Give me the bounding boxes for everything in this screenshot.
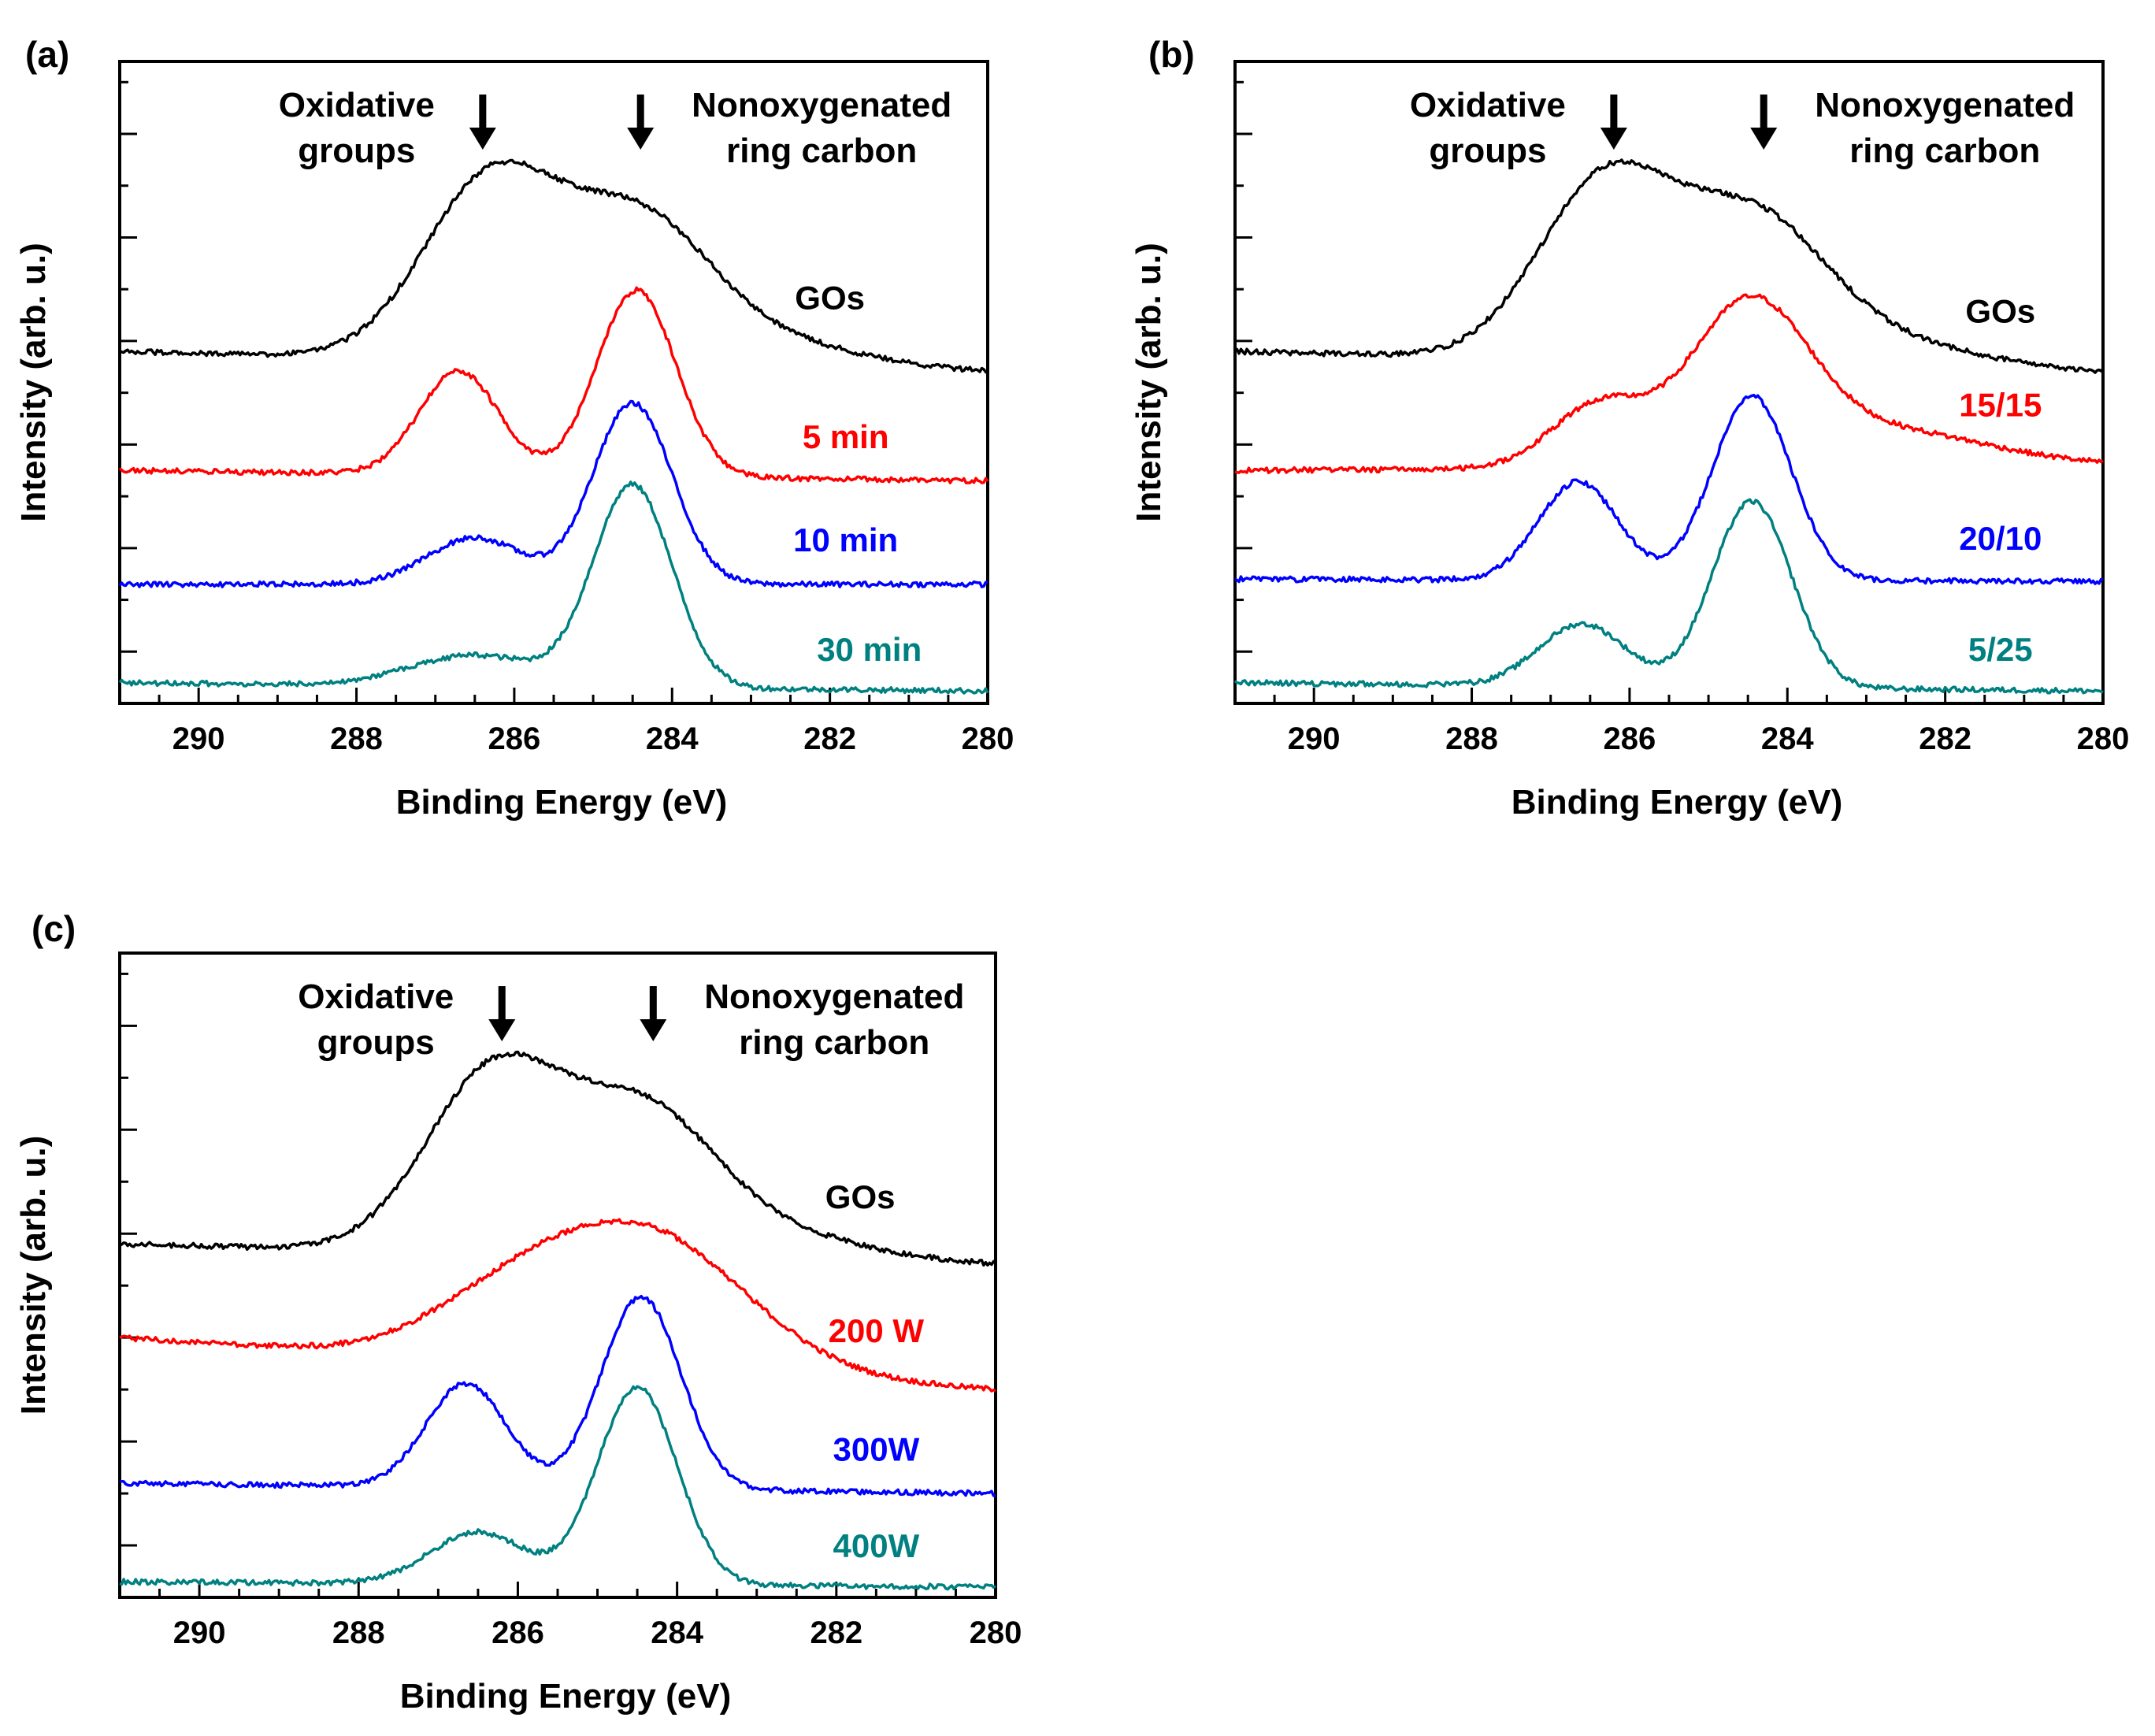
series-line-gos <box>1235 158 2105 374</box>
series-label: 10 min <box>793 521 898 558</box>
x-tick-label: 282 <box>1919 721 1971 756</box>
x-tick-label: 280 <box>2077 721 2130 756</box>
x-tick-label: 286 <box>1604 721 1656 756</box>
x-tick-label: 288 <box>330 721 383 756</box>
x-tick-label: 282 <box>803 721 856 756</box>
x-tick-label: 288 <box>1445 721 1498 756</box>
annotation-oxidative: Oxidative <box>1410 86 1566 124</box>
annotation-oxidative: groups <box>298 132 415 170</box>
x-tick-label: 286 <box>488 721 541 756</box>
panel-label: (b) <box>1148 34 1195 75</box>
series-label: GOs <box>795 280 865 317</box>
y-axis-title: Intensity (arb. u.) <box>1129 243 1168 521</box>
panel-c: (c) 290 288 286 284 282 280 Binding Energy (eV)… <box>14 908 1022 1716</box>
x-tick-label: 284 <box>651 1615 703 1650</box>
annotation-nonoxygenated: Nonoxygenated <box>1815 86 2075 124</box>
series-label: 5 min <box>803 418 889 455</box>
series-label: 20/10 <box>1959 520 2042 557</box>
series-line-15-15 <box>1234 293 2104 474</box>
annotation-nonoxygenated: Nonoxygenated <box>704 977 964 1016</box>
annotation-nonoxygenated: ring carbon <box>739 1023 929 1062</box>
series-line-30-min <box>118 480 989 695</box>
series-label: 30 min <box>817 631 922 668</box>
series-line-10-min <box>118 399 988 588</box>
x-axis-title: Binding Energy (eV) <box>400 1677 731 1716</box>
x-tick-label: 280 <box>962 721 1014 756</box>
annotation-arrow-head <box>469 128 496 150</box>
annotation-arrow-head <box>640 1019 667 1041</box>
x-axis-title: Binding Energy (eV) <box>1511 783 1842 822</box>
series-line-300w <box>120 1294 996 1497</box>
x-tick-label: 282 <box>810 1615 862 1650</box>
series-label: 5/25 <box>1968 631 2033 668</box>
panel-label: (c) <box>32 908 76 949</box>
x-tick-label: 284 <box>646 721 699 756</box>
annotation-oxidative: Oxidative <box>279 86 435 124</box>
x-tick-label: 284 <box>1761 721 1814 756</box>
annotation-oxidative: Oxidative <box>298 977 454 1016</box>
x-tick-label: 290 <box>173 1615 226 1650</box>
panel-b: (b) 290 288 286 284 282 280 Binding Energy (eV)… <box>1129 34 2129 822</box>
series-line-20-10 <box>1234 393 2104 585</box>
series-line-5-min <box>118 286 989 484</box>
y-axis-title: Intensity (arb. u.) <box>14 243 53 521</box>
annotation-arrow-head <box>488 1019 516 1041</box>
x-tick-label: 286 <box>491 1615 544 1650</box>
x-tick-label: 280 <box>970 1615 1022 1650</box>
annotation-oxidative: groups <box>317 1023 435 1062</box>
series-line-5-25 <box>1233 498 2104 695</box>
panel-a: (a) 290 288 286 284 282 280 Binding Energy (eV)… <box>14 34 1014 822</box>
series-label: GOs <box>825 1178 896 1215</box>
annotation-nonoxygenated: Nonoxygenated <box>692 86 951 124</box>
series-label: GOs <box>1965 292 2035 329</box>
series-line-gos <box>119 1050 997 1267</box>
series-label: 300W <box>833 1431 920 1468</box>
annotation-nonoxygenated: ring carbon <box>726 132 917 170</box>
series-line-400w <box>119 1385 996 1591</box>
series-label: 200 W <box>829 1312 925 1349</box>
series-line-200-w <box>119 1218 997 1393</box>
annotation-arrow-head <box>1750 128 1778 150</box>
series-label: 400W <box>833 1527 920 1564</box>
annotation-nonoxygenated: ring carbon <box>1849 132 2040 170</box>
series-label: 15/15 <box>1959 386 2042 423</box>
x-tick-label: 288 <box>332 1615 385 1650</box>
y-axis-title: Intensity (arb. u.) <box>14 1136 53 1415</box>
x-axis-title: Binding Energy (eV) <box>396 783 727 822</box>
annotation-oxidative: groups <box>1429 132 1546 170</box>
panel-label: (a) <box>25 34 69 75</box>
annotation-arrow-head <box>1600 128 1627 150</box>
x-tick-label: 290 <box>172 721 225 756</box>
series-line-gos <box>119 158 988 375</box>
annotation-arrow-head <box>627 128 655 150</box>
x-tick-label: 290 <box>1288 721 1341 756</box>
